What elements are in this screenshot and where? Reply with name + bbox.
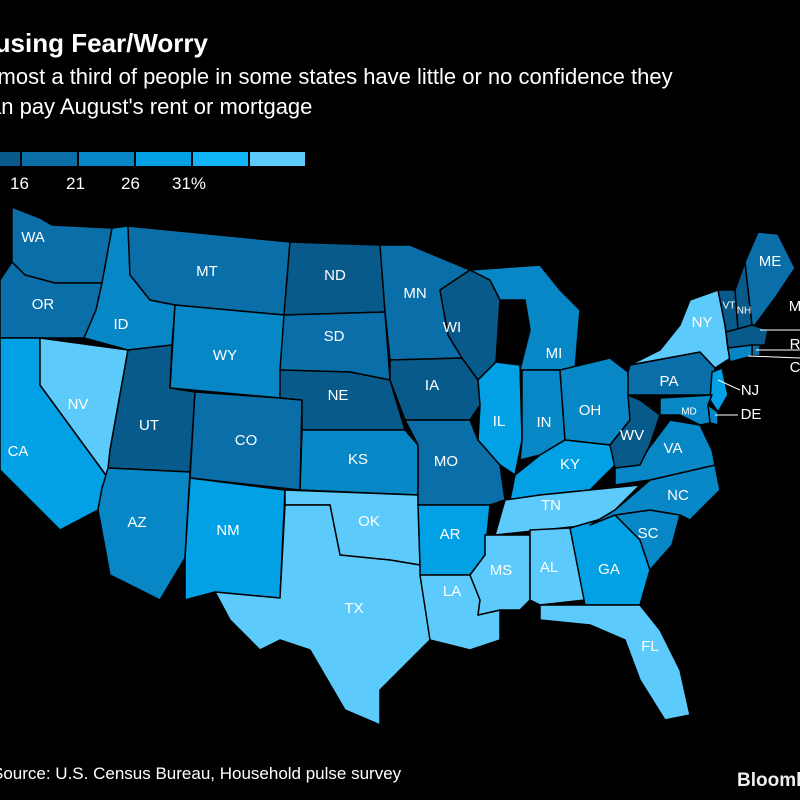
state-nm[interactable] bbox=[184, 477, 286, 601]
state-label-wv: WV bbox=[620, 427, 644, 444]
label-leader-lines bbox=[715, 329, 800, 416]
legend-tick: 16 bbox=[10, 174, 29, 193]
state-fl[interactable] bbox=[539, 604, 691, 721]
legend-tick: 31% bbox=[172, 174, 207, 193]
state-label-ri: R bbox=[790, 336, 800, 353]
state-label-mt: MT bbox=[196, 263, 218, 280]
legend-swatch bbox=[193, 152, 248, 166]
subtitle-line-1: Almost a third of people in some states … bbox=[0, 64, 673, 89]
state-label-ia: IA bbox=[425, 377, 439, 394]
state-label-fl: FL bbox=[641, 638, 659, 655]
legend-swatch bbox=[136, 152, 191, 166]
legend-swatch bbox=[250, 152, 305, 166]
state-label-md: MD bbox=[681, 407, 697, 418]
state-tx[interactable] bbox=[214, 504, 431, 726]
state-label-mi: MI bbox=[546, 345, 563, 362]
state-label-va: VA bbox=[664, 440, 683, 457]
state-label-tx: TX bbox=[344, 600, 363, 617]
state-label-nh: NH bbox=[737, 306, 751, 317]
state-label-ar: AR bbox=[440, 526, 461, 543]
state-label-in: IN bbox=[537, 414, 552, 431]
state-label-wy: WY bbox=[213, 347, 237, 364]
state-az[interactable] bbox=[97, 467, 191, 601]
legend-tick: 26 bbox=[121, 174, 140, 193]
state-label-nj: NJ bbox=[741, 382, 759, 399]
state-ct[interactable] bbox=[727, 344, 753, 363]
state-label-mn: MN bbox=[403, 285, 426, 302]
state-tn[interactable] bbox=[494, 484, 641, 536]
state-label-az: AZ bbox=[127, 514, 146, 531]
bloomberg-logo: Bloomberg bbox=[737, 770, 800, 791]
state-label-wa: WA bbox=[21, 229, 45, 246]
state-label-pa: PA bbox=[660, 373, 679, 390]
chart-subtitle: Almost a third of people in some states … bbox=[0, 62, 673, 122]
legend-swatch bbox=[22, 152, 77, 166]
state-label-ga: GA bbox=[598, 561, 620, 578]
state-label-la: LA bbox=[443, 583, 461, 600]
state-label-de: DE bbox=[741, 406, 762, 423]
state-label-me: ME bbox=[759, 253, 782, 270]
state-label-nm: NM bbox=[216, 522, 239, 539]
source-note: Source: U.S. Census Bureau, Household pu… bbox=[0, 764, 402, 783]
state-label-ne: NE bbox=[328, 387, 349, 404]
state-label-ks: KS bbox=[348, 451, 368, 468]
state-label-ny: NY bbox=[692, 314, 713, 331]
legend-swatch bbox=[0, 152, 20, 166]
state-al[interactable] bbox=[529, 527, 586, 606]
state-nc[interactable] bbox=[589, 464, 721, 526]
subtitle-line-2: can pay August's rent or mortgage bbox=[0, 94, 313, 119]
state-labels: WA OR CA NV ID MT WY UT CO AZ NM ND SD N… bbox=[8, 229, 800, 655]
state-label-il: IL bbox=[493, 413, 506, 430]
state-nj[interactable] bbox=[709, 367, 729, 413]
state-label-co: CO bbox=[235, 432, 258, 449]
state-label-ok: OK bbox=[358, 513, 380, 530]
legend-tick: 21 bbox=[66, 174, 85, 193]
state-label-ky: KY bbox=[560, 456, 580, 473]
state-label-vt: VT bbox=[723, 301, 736, 312]
state-label-tn: TN bbox=[541, 497, 561, 514]
state-md[interactable] bbox=[659, 394, 713, 426]
state-label-ca: CA bbox=[8, 443, 29, 460]
state-label-ms: MS bbox=[490, 562, 513, 579]
color-legend bbox=[0, 152, 305, 166]
state-ma[interactable] bbox=[725, 324, 769, 349]
chart-title: Housing Fear/Worry bbox=[0, 28, 209, 58]
state-label-oh: OH bbox=[579, 402, 602, 419]
state-label-nd: ND bbox=[324, 267, 346, 284]
state-label-al: AL bbox=[540, 559, 558, 576]
state-me[interactable] bbox=[744, 231, 796, 326]
state-label-ma: M bbox=[789, 298, 800, 315]
state-label-mo: MO bbox=[434, 453, 458, 470]
state-label-wi: WI bbox=[443, 319, 461, 336]
state-label-sd: SD bbox=[324, 328, 345, 345]
legend-color-scale bbox=[0, 152, 305, 166]
state-label-or: OR bbox=[32, 296, 55, 313]
legend-swatch bbox=[79, 152, 134, 166]
state-label-ut: UT bbox=[139, 417, 159, 434]
state-mi[interactable] bbox=[469, 264, 581, 371]
state-label-id: ID bbox=[114, 316, 129, 333]
state-label-nv: NV bbox=[68, 396, 89, 413]
state-label-sc: SC bbox=[638, 525, 659, 542]
state-label-nc: NC bbox=[667, 487, 689, 504]
state-label-ct: C bbox=[790, 359, 800, 376]
